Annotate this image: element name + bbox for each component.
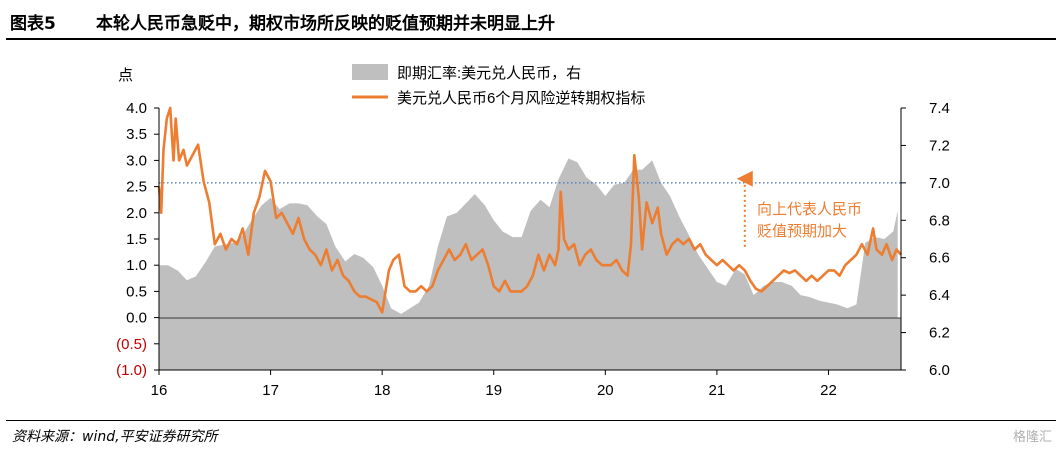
left-tick-label: 2.5: [126, 179, 147, 196]
annotation-line-1: 向上代表人民币: [757, 201, 862, 218]
x-axis-ticks: 16 17 18 19 20 21 22: [151, 370, 837, 399]
right-tick-label: 7.0: [929, 175, 950, 192]
risk-reversal-line: [157, 106, 902, 314]
legend-label-spot-rate: 即期汇率:美元兑人民币，右: [397, 65, 581, 82]
figure-title: 本轮人民币急贬中，期权市场所反映的贬值预期并未明显上升: [96, 14, 555, 34]
left-tick-label: 1.0: [126, 257, 147, 274]
right-tick-label: 7.2: [929, 137, 950, 154]
annotation-line-2: 贬值预期加大: [757, 223, 847, 240]
right-tick-label: 6.6: [929, 250, 950, 267]
left-axis-unit: 点: [118, 67, 133, 84]
left-tick-label: (0.5): [116, 336, 147, 353]
legend: 即期汇率:美元兑人民币，右 美元兑人民币6个月风险逆转期权指标: [352, 64, 645, 107]
right-axis-ticks: 6.0 6.2 6.4 6.6 6.8 7.0 7.2 7.4: [901, 100, 950, 379]
watermark: 格隆汇: [1012, 430, 1052, 445]
left-tick-label: 3.0: [126, 152, 147, 169]
x-tick-label: 16: [151, 382, 168, 399]
figure-title-bar: 图表5 本轮人民币急贬中，期权市场所反映的贬值预期并未明显上升: [0, 0, 1060, 40]
plot-area-below-zero: [159, 318, 901, 370]
right-tick-label: 6.4: [929, 287, 950, 304]
left-tick-label: 1.5: [126, 231, 147, 248]
right-tick-label: 6.2: [929, 325, 950, 342]
figure-number: 图表5: [10, 14, 56, 34]
chart: (1.0) (0.5) 0.0 0.5 1.0 1.5 2.0 2.5 3.0 3.5 4.0 6.…: [116, 64, 950, 399]
right-tick-label: 7.4: [929, 100, 950, 117]
left-tick-label: 0.0: [126, 310, 147, 327]
left-tick-label: (1.0): [116, 362, 147, 379]
x-tick-label: 19: [485, 382, 502, 399]
x-tick-label: 20: [597, 382, 614, 399]
left-axis-ticks: (1.0) (0.5) 0.0 0.5 1.0 1.5 2.0 2.5 3.0 3.5 4.0: [116, 100, 159, 379]
source-divider: [6, 420, 1056, 421]
left-tick-label: 4.0: [126, 100, 147, 117]
right-tick-label: 6.0: [929, 362, 950, 379]
title-divider: [6, 38, 1056, 40]
right-tick-label: 6.8: [929, 212, 950, 229]
left-tick-label: 3.5: [126, 126, 147, 143]
left-tick-label: 2.0: [126, 205, 147, 222]
source-note: 资料来源：wind,平安证券研究所: [12, 429, 218, 445]
legend-label-risk-reversal: 美元兑人民币6个月风险逆转期权指标: [397, 90, 645, 107]
left-tick-label: 0.5: [126, 283, 147, 300]
x-tick-label: 21: [709, 382, 726, 399]
x-tick-label: 17: [262, 382, 279, 399]
x-tick-label: 22: [820, 382, 837, 399]
legend-swatch-spot-rate: [352, 64, 388, 80]
x-tick-label: 18: [374, 382, 391, 399]
